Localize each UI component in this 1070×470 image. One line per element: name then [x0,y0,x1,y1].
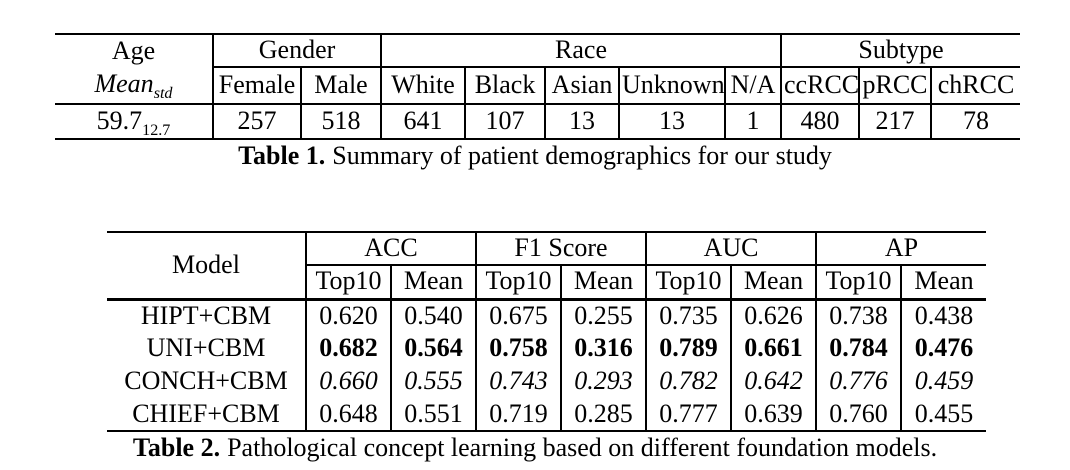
t2-cell: 0.743 [475,365,561,398]
t2-cell: 0.738 [815,299,902,332]
t1-subheader-female: Female [212,66,301,105]
mean-label: Mean [94,69,154,99]
t2-cell: 0.476 [900,332,987,365]
t1-subheader-chrcc: chRCC [930,66,1021,105]
table2-caption-label: Table 2. [132,433,221,462]
t2-subheader-acc-mean: Mean [390,265,476,301]
t1-value-female: 257 [212,103,301,139]
t1-subheader-prcc: pRCC [858,66,932,105]
t2-cell: 0.293 [559,365,647,398]
age-mean-value: 59.7 [96,105,143,135]
t2-subheader-auc-mean: Mean [730,265,817,301]
results-table: Model ACC F1 Score AUC AP Top10 Mean Top… [107,231,987,432]
t1-value-male: 518 [299,103,382,139]
t2-cell: 0.551 [390,398,476,431]
table-row-hipt: HIPT+CBM 0.620 0.540 0.675 0.255 0.735 0… [107,299,987,332]
t1-subheader-black: Black [464,66,546,105]
t2-cell: 0.660 [305,365,391,398]
age-std-value: 12.7 [142,121,171,139]
t2-model-header: Model [107,232,306,301]
t2-cell: 0.455 [900,398,987,431]
t2-cell: 0.789 [645,332,732,365]
t2-cell: 0.648 [305,398,391,431]
t1-value-na: 1 [724,103,782,139]
t2-cell: 0.758 [475,332,561,365]
t2-cell: 0.784 [815,332,902,365]
t2-group-header-auc: AUC [645,232,817,266]
t2-cell: 0.735 [645,299,732,332]
t1-value-age: 59.712.7 [55,104,213,139]
t1-subheader-ccrcc: ccRCC [780,66,860,105]
t2-cell: 0.555 [390,365,476,398]
t1-value-white: 641 [380,103,466,139]
t2-subheader-f1-mean: Mean [559,265,647,301]
table-row-chief: CHIEF+CBM 0.648 0.551 0.719 0.285 0.777 … [107,398,987,431]
t1-subheader-male: Male [299,66,382,105]
t2-cell: 0.564 [390,332,476,365]
t2-cell: 0.776 [815,365,902,398]
t2-cell: 0.642 [730,365,817,398]
table1-caption: Table 1. Summary of patient demographics … [0,141,1070,171]
table2-caption-text: Pathological concept learning based on d… [227,433,938,462]
t2-subheader-auc-top10: Top10 [645,265,732,301]
t2-cell: 0.719 [475,398,561,431]
table2-caption: Table 2. Pathological concept learning ba… [0,433,1070,463]
t2-model-name: CONCH+CBM [124,366,288,396]
table1-caption-text: Summary of patient demographics for our … [332,141,832,170]
t2-cell: 0.782 [645,365,732,398]
t2-group-header-acc: ACC [305,232,476,266]
t2-cell: 0.540 [390,299,476,332]
t1-group-header-age: Age [111,35,156,65]
std-subscript: std [153,85,173,103]
t1-value-ccrcc: 480 [780,103,860,139]
t1-value-chrcc: 78 [930,103,1021,139]
t1-group-header-subtype: Subtype [780,34,1021,68]
t2-cell: 0.285 [559,398,647,431]
t2-group-header-f1: F1 Score [474,232,647,266]
t2-subheader-acc-top10: Top10 [305,265,391,301]
t2-cell: 0.255 [559,299,647,332]
t1-value-black: 107 [464,103,546,139]
table1-caption-label: Table 1. [238,141,326,170]
table-row-conch: CONCH+CBM 0.660 0.555 0.743 0.293 0.782 … [107,365,987,398]
t1-group-header-gender: Gender [211,34,382,68]
t2-cell: 0.639 [730,398,817,431]
t2-model-name: CHIEF+CBM [132,398,280,428]
t2-subheader-ap-top10: Top10 [815,265,902,301]
t2-cell: 0.626 [730,299,817,332]
t1-subheader-age-meanstd: Meanstd [55,66,213,105]
t1-subheader-na: N/A [724,66,782,105]
table-row-uni: UNI+CBM 0.682 0.564 0.758 0.316 0.789 0.… [107,332,987,365]
t2-cell: 0.438 [900,299,987,332]
t2-model-name: HIPT+CBM [140,300,272,330]
t2-group-header-ap: AP [815,232,987,266]
t2-subheader-ap-mean: Mean [900,265,987,301]
t1-group-header-race: Race [380,34,782,68]
t2-cell: 0.620 [305,299,391,332]
t2-subheader-f1-top10: Top10 [475,265,561,301]
t2-cell: 0.316 [559,332,647,365]
t1-value-asian: 13 [544,103,620,139]
t2-cell: 0.675 [475,299,561,332]
t2-cell: 0.760 [815,398,902,431]
t1-value-unknown: 13 [618,103,726,139]
t2-model-name: UNI+CBM [146,333,266,363]
demographics-table: Age Gender Race Subtype Meanstd Female M… [55,33,1021,140]
t2-cell: 0.459 [900,365,987,398]
t1-value-prcc: 217 [858,103,932,139]
t1-subheader-unknown: Unknown [618,66,726,105]
t2-cell: 0.777 [645,398,732,431]
t1-subheader-asian: Asian [544,66,620,105]
t2-cell: 0.661 [730,332,817,365]
t1-subheader-white: White [380,66,466,105]
t2-cell: 0.682 [305,332,391,365]
